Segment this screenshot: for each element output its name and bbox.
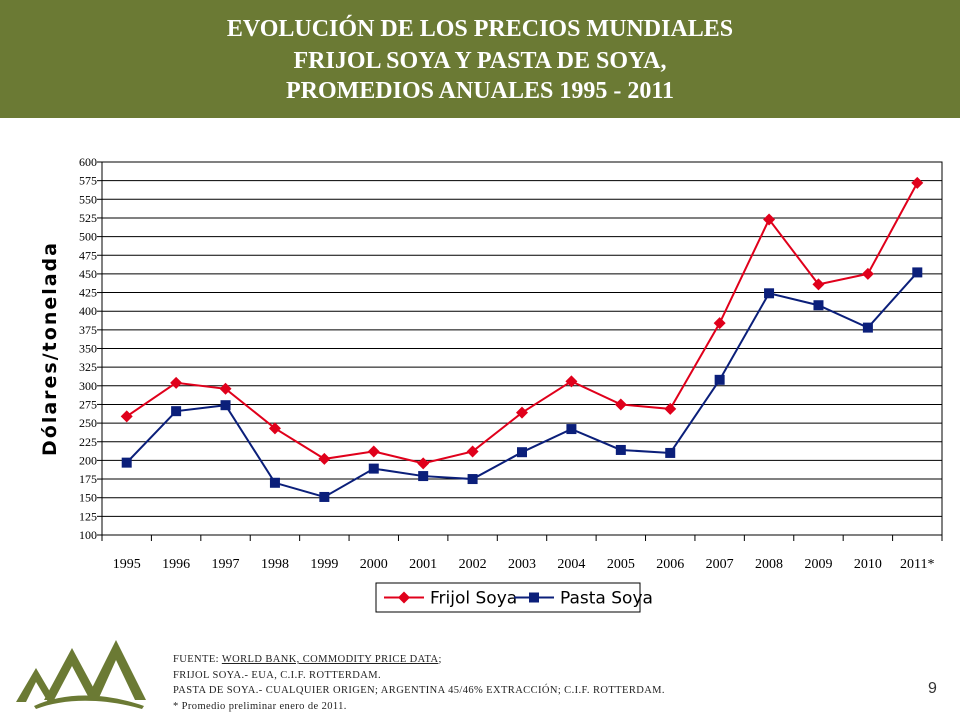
logo-icon [16, 640, 146, 709]
source-prefix: FUENTE: [173, 654, 222, 665]
y-tick-label: 525 [79, 211, 97, 225]
y-tick-label: 400 [79, 304, 97, 318]
data-point-frijol [763, 213, 776, 226]
x-tick-label: 2007 [706, 557, 734, 572]
data-point-pasta [714, 374, 725, 385]
x-tick-label: 1997 [212, 557, 240, 572]
y-tick-label: 450 [79, 267, 97, 281]
data-point-pasta [862, 322, 873, 333]
data-point-frijol [466, 445, 479, 458]
slide-number: 9 [928, 680, 937, 697]
y-tick-label: 575 [79, 174, 97, 188]
y-axis-label: Dólares/tonelada [39, 241, 61, 456]
x-tick-label: 1999 [310, 557, 338, 572]
data-point-pasta [813, 300, 824, 311]
y-tick-label: 475 [79, 248, 97, 262]
legend-marker [398, 591, 410, 604]
title-banner: EVOLUCIÓN DE LOS PRECIOS MUNDIALES FRIJO… [0, 0, 960, 118]
data-point-pasta [764, 288, 775, 299]
y-tick-label: 550 [79, 192, 97, 206]
x-tick-label: 1995 [113, 557, 141, 572]
data-point-frijol [219, 382, 232, 395]
y-tick-label: 325 [79, 360, 97, 374]
data-point-pasta [566, 424, 577, 435]
y-tick-label: 150 [79, 491, 97, 505]
y-tick-label: 350 [79, 342, 97, 356]
data-point-pasta [220, 400, 231, 411]
price-line-chart: 100 125 150 175 200 225 250 275 300 325 350 375 400 4… [39, 155, 943, 613]
y-tick-label: 200 [79, 453, 97, 467]
y-tick-label: 250 [79, 416, 97, 430]
y-tick-label: 125 [79, 509, 97, 523]
x-tick-label: 2005 [607, 557, 635, 572]
y-tick-label: 175 [79, 472, 97, 486]
data-point-pasta [368, 463, 379, 474]
title-line-2: FRIJOL SOYA Y PASTA DE SOYA, [293, 48, 667, 74]
data-point-frijol [911, 176, 924, 189]
x-tick-label: 2009 [804, 557, 832, 572]
data-point-pasta [517, 447, 527, 458]
x-tick-label: 2010 [854, 557, 882, 572]
data-point-frijol [664, 402, 677, 415]
x-tick-label: 2011* [900, 557, 934, 572]
data-point-pasta [665, 447, 676, 458]
data-point-frijol [713, 317, 726, 330]
y-tick-label: 275 [79, 397, 97, 411]
x-tick-label: 1996 [162, 557, 190, 572]
data-point-pasta [418, 471, 429, 482]
footnote-pasta: PASTA DE SOYA.- CUALQUIER ORIGEN; ARGENT… [173, 685, 665, 696]
source-link[interactable]: WORLD BANK, COMMODITY PRICE DATA [221, 654, 439, 665]
y-tick-label: 600 [79, 155, 97, 169]
legend-marker [529, 592, 539, 603]
legend-label: Pasta Soya [560, 589, 653, 609]
data-point-pasta [121, 457, 132, 468]
x-tick-label: 2006 [656, 557, 684, 572]
x-tick-label: 2003 [508, 557, 536, 572]
data-point-pasta [615, 444, 626, 455]
footnote-frijol: FRIJOL SOYA.- EUA, C.I.F. ROTTERDAM. [173, 670, 382, 681]
data-point-frijol [170, 376, 183, 389]
y-tick-label: 425 [79, 286, 97, 300]
source-suffix: ; [438, 654, 442, 665]
data-point-frijol [367, 445, 380, 458]
data-point-pasta [912, 267, 923, 278]
data-point-pasta [269, 477, 280, 488]
data-point-pasta [467, 474, 478, 485]
data-point-frijol [812, 278, 825, 291]
footnote-source: FUENTE: WORLD BANK, COMMODITY PRICE DATA… [173, 654, 442, 665]
data-point-frijol [318, 452, 331, 465]
x-tick-label: 2000 [360, 557, 388, 572]
x-tick-label: 2002 [459, 557, 487, 572]
title-line-1: EVOLUCIÓN DE LOS PRECIOS MUNDIALES [226, 16, 734, 42]
legend-label: Frijol Soya [430, 589, 517, 609]
data-point-frijol [861, 267, 874, 280]
data-point-frijol [417, 457, 430, 470]
data-point-frijol [120, 410, 133, 423]
y-tick-label: 500 [79, 230, 97, 244]
x-tick-label: 2008 [755, 557, 783, 572]
y-tick-label: 100 [79, 528, 97, 542]
title-line-3: PROMEDIOS ANUALES 1995 - 2011 [285, 78, 675, 104]
y-tick-label: 300 [79, 379, 97, 393]
data-point-pasta [171, 406, 182, 417]
x-tick-label: 1998 [261, 557, 289, 572]
data-point-frijol [268, 422, 281, 435]
x-tick-label: 2001 [409, 557, 437, 572]
footnote-preliminary: * Promedio preliminar enero de 2011. [173, 701, 347, 712]
data-point-frijol [614, 398, 627, 411]
data-point-pasta [319, 491, 330, 502]
data-point-frijol [565, 375, 578, 388]
x-tick-label: 2004 [557, 557, 585, 572]
y-tick-label: 225 [79, 435, 97, 449]
data-point-frijol [516, 406, 528, 419]
y-tick-label: 375 [79, 323, 97, 337]
